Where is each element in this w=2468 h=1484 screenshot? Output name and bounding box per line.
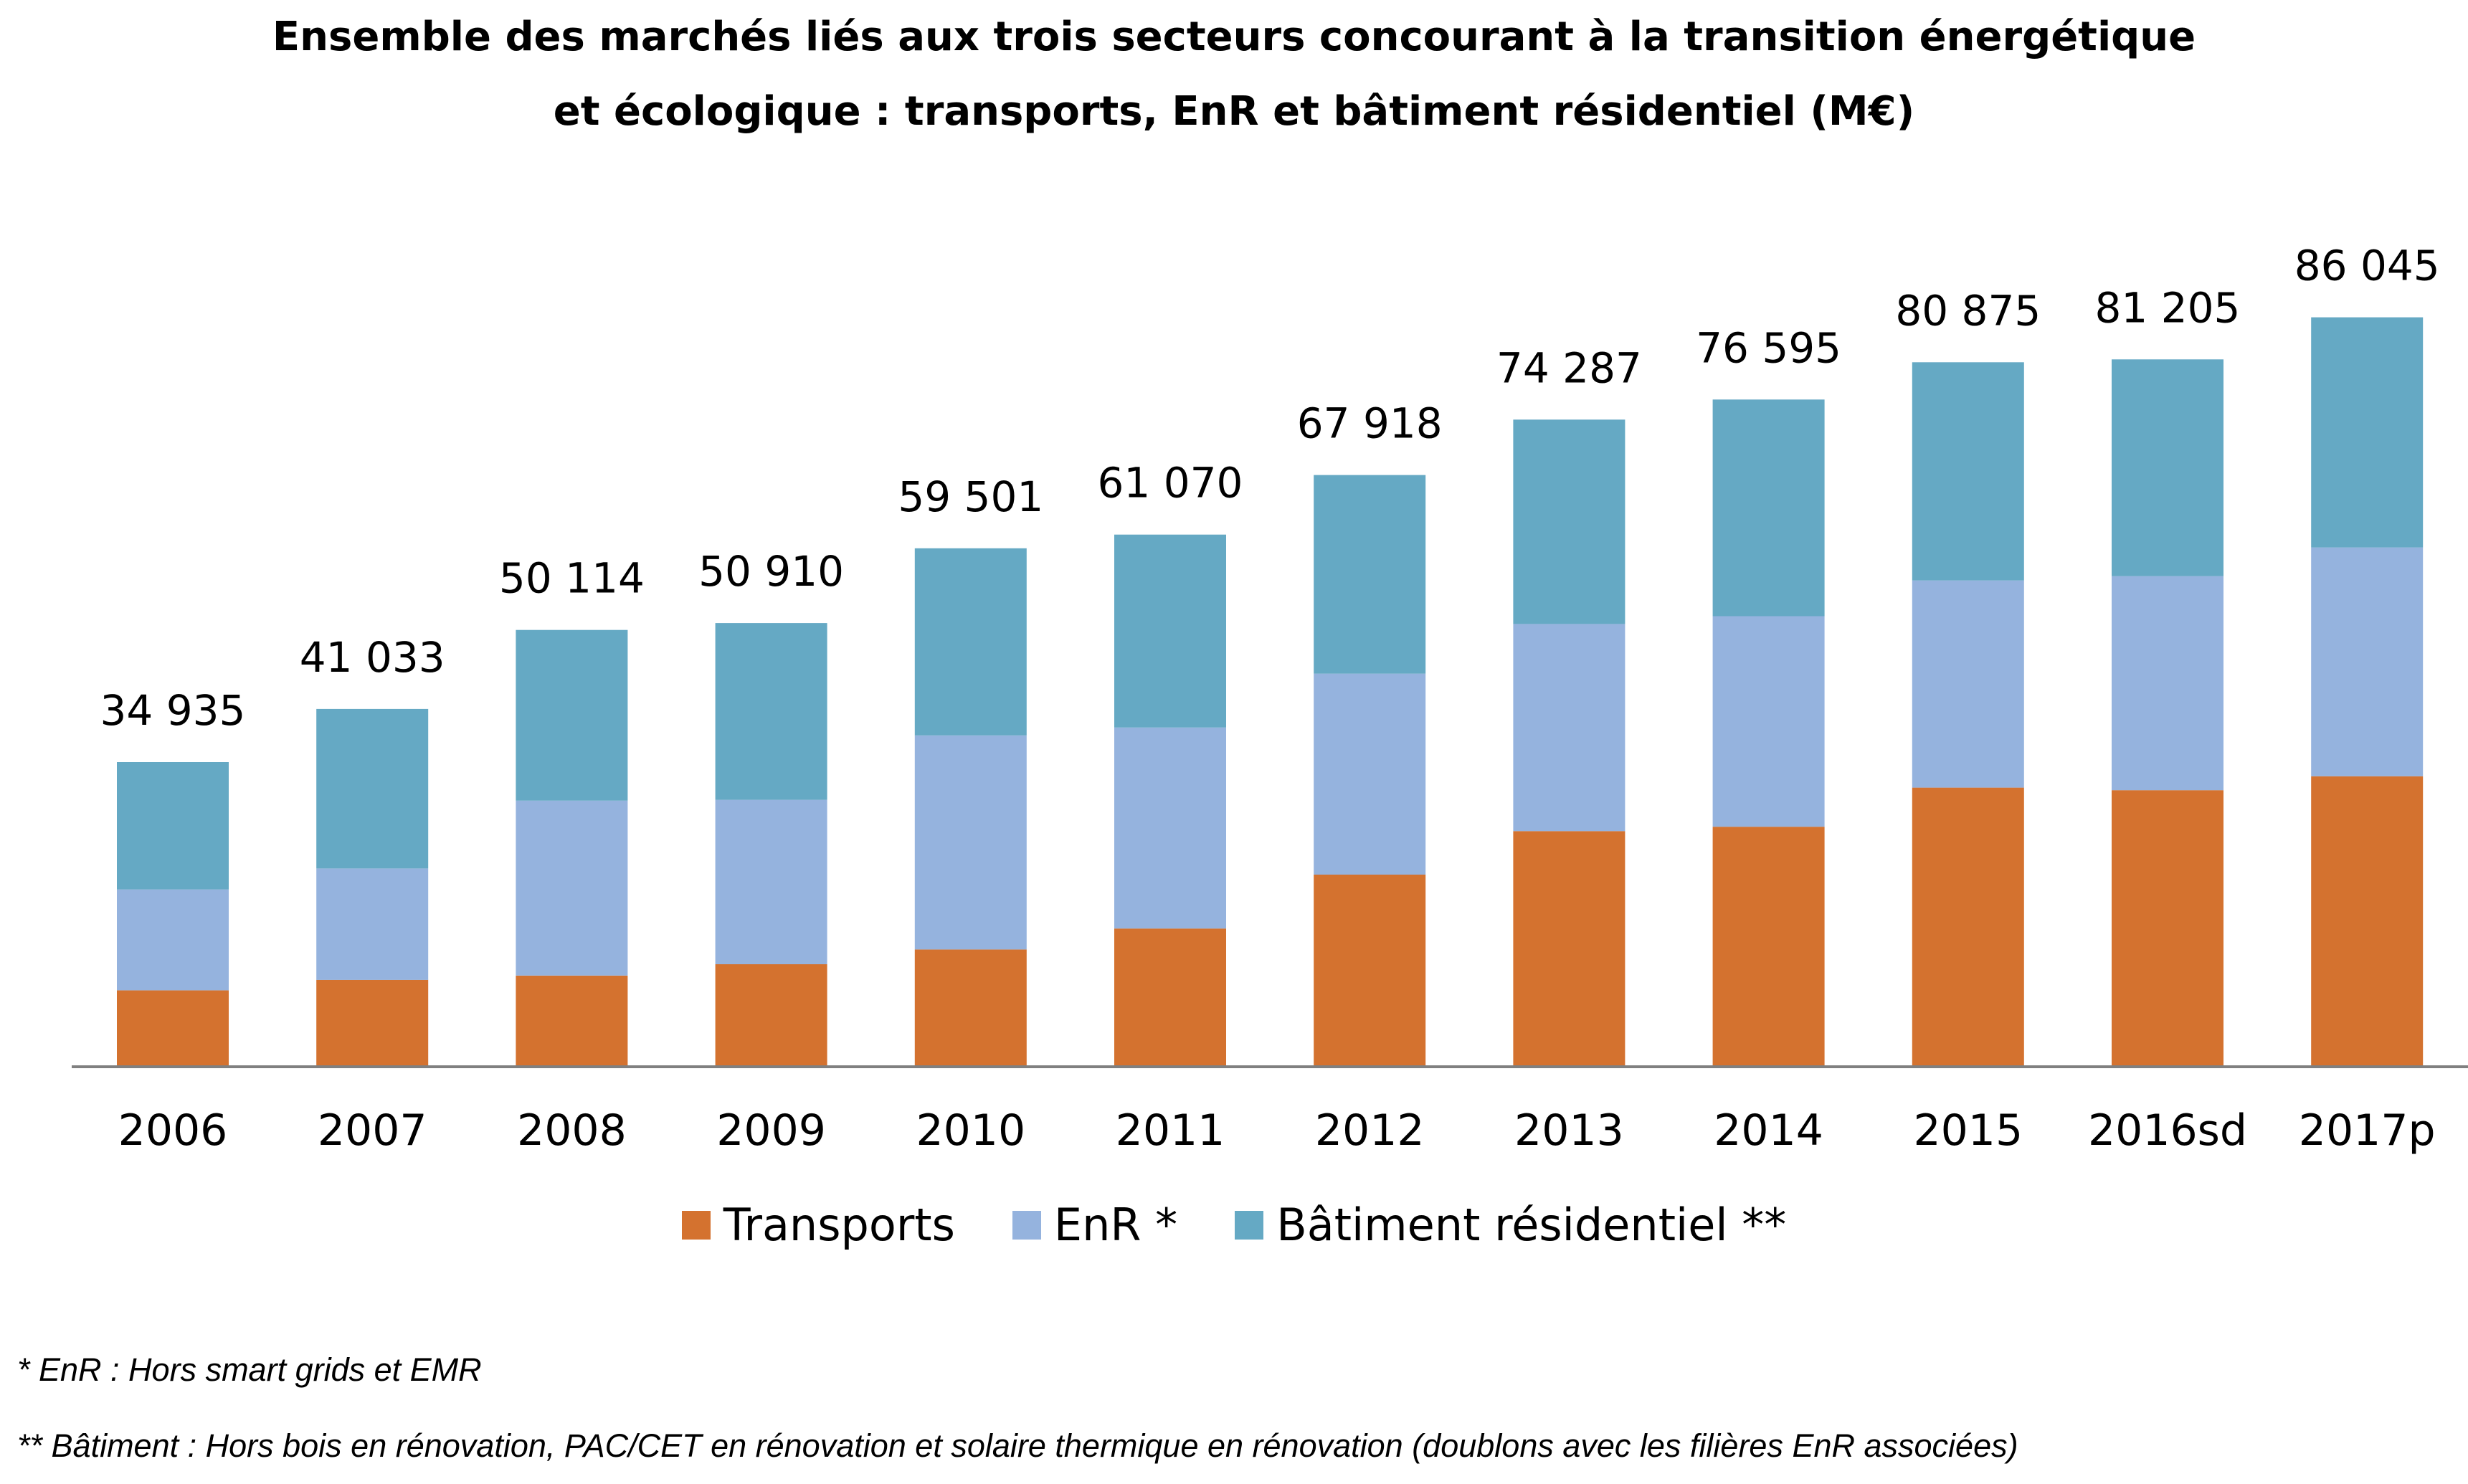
bar-segment-enr-2007 [316, 868, 429, 980]
total-label-2011: 61 070 [1098, 459, 1243, 508]
legend-label-batiment: Bâtiment résidentiel ** [1276, 1199, 1787, 1251]
x-tick-label-2008: 2008 [517, 1105, 627, 1156]
total-label-2007: 41 033 [300, 633, 445, 682]
x-tick-label-2009: 2009 [716, 1105, 826, 1156]
bar-segment-transports-2012 [1314, 875, 1426, 1066]
bar-segment-enr-2016sd [2112, 576, 2223, 791]
total-label-2017p: 86 045 [2294, 242, 2440, 290]
total-label-2008: 50 114 [499, 554, 645, 603]
x-tick-label-2014: 2014 [1714, 1105, 1823, 1156]
x-tick-label-2012: 2012 [1315, 1105, 1425, 1156]
legend-item-transports: Transports [681, 1199, 955, 1251]
x-tick-label-2013: 2013 [1514, 1105, 1624, 1156]
x-tick-label-2017p: 2017p [2299, 1105, 2436, 1156]
bar-segment-batiment-2016sd [2112, 359, 2223, 576]
total-label-2013: 74 287 [1496, 343, 1642, 392]
bar-segment-enr-2009 [715, 799, 827, 964]
x-tick-label-2006: 2006 [118, 1105, 228, 1156]
bar-segment-enr-2011 [1114, 727, 1226, 929]
legend-label-enr: EnR * [1053, 1199, 1178, 1251]
chart-title: Ensemble des marchés liés aux trois sect… [0, 0, 2468, 149]
bar-segment-batiment-2011 [1114, 534, 1226, 728]
bar-segment-transports-2007 [316, 979, 429, 1066]
x-tick-label-2015: 2015 [1913, 1105, 2023, 1156]
bar-segment-enr-2010 [914, 735, 1027, 950]
bar-segment-batiment-2009 [715, 623, 827, 800]
bar-segment-transports-2016sd [2112, 790, 2223, 1066]
x-tick-label-2010: 2010 [916, 1105, 1025, 1156]
stacked-bar-chart: 34 935 2006 41 033 2007 50 114 2008 50 910 2009… [72, 242, 2468, 1156]
bar-segment-batiment-2012 [1314, 475, 1426, 674]
bar-segment-enr-2012 [1314, 673, 1426, 875]
chart-title-line-1: Ensemble des marchés liés aux trois sect… [272, 14, 2196, 60]
bar-segment-batiment-2006 [117, 762, 229, 890]
bar-segment-enr-2013 [1513, 624, 1625, 832]
bar-segment-batiment-2014 [1712, 399, 1825, 617]
bar-segment-enr-2017p [2311, 547, 2424, 776]
total-label-2016sd: 81 205 [2095, 283, 2241, 332]
bar-segment-enr-2014 [1712, 616, 1825, 827]
bar-segment-batiment-2013 [1513, 419, 1625, 624]
bar-segment-transports-2017p [2311, 776, 2424, 1066]
bar-segment-transports-2013 [1513, 831, 1625, 1066]
legend-swatch-batiment [1235, 1210, 1264, 1240]
bar-segment-batiment-2017p [2311, 317, 2424, 548]
legend-label-transports: Transports [723, 1199, 955, 1251]
total-label-2009: 50 910 [698, 547, 844, 596]
total-label-2012: 67 918 [1297, 399, 1443, 448]
total-label-2014: 76 595 [1696, 323, 1841, 372]
bar-segment-transports-2010 [914, 949, 1027, 1066]
bar-segment-enr-2008 [516, 800, 628, 976]
total-label-2006: 34 935 [100, 686, 246, 735]
x-tick-label-2011: 2011 [1116, 1105, 1225, 1156]
x-tick-label-2007: 2007 [318, 1105, 427, 1156]
x-tick-label-2016sd: 2016sd [2088, 1105, 2247, 1156]
bar-segment-transports-2009 [715, 964, 827, 1066]
bar-segment-transports-2011 [1114, 928, 1226, 1066]
total-label-2015: 80 875 [1895, 286, 2041, 335]
legend-item-batiment: Bâtiment résidentiel ** [1235, 1199, 1786, 1251]
bar-segment-batiment-2015 [1912, 362, 2024, 581]
chart-title-line-2: et écologique : transports, EnR et bâtim… [553, 88, 1915, 135]
bar-segment-batiment-2007 [316, 708, 429, 869]
bar-segment-enr-2015 [1912, 580, 2024, 788]
footnote-enr: * EnR : Hors smart grids et EMR [17, 1351, 482, 1388]
legend-swatch-enr [1012, 1210, 1041, 1240]
bar-segment-transports-2014 [1712, 827, 1825, 1066]
footnote-batiment: ** Bâtiment : Hors bois en rénovation, P… [17, 1427, 2018, 1464]
bar-segment-transports-2006 [117, 990, 229, 1066]
legend-item-enr: EnR * [1012, 1199, 1177, 1251]
legend-swatch-transports [681, 1210, 711, 1240]
chart-legend: Transports EnR * Bâtiment résidentiel ** [0, 1199, 2468, 1251]
bar-segment-transports-2008 [516, 975, 628, 1066]
total-label-2010: 59 501 [898, 472, 1043, 521]
bar-segment-batiment-2008 [516, 629, 628, 801]
bar-segment-enr-2006 [117, 889, 229, 991]
bar-segment-batiment-2010 [914, 548, 1027, 736]
bar-segment-transports-2015 [1912, 787, 2024, 1066]
footnotes: * EnR : Hors smart grids et EMR ** Bâtim… [17, 1332, 2018, 1484]
